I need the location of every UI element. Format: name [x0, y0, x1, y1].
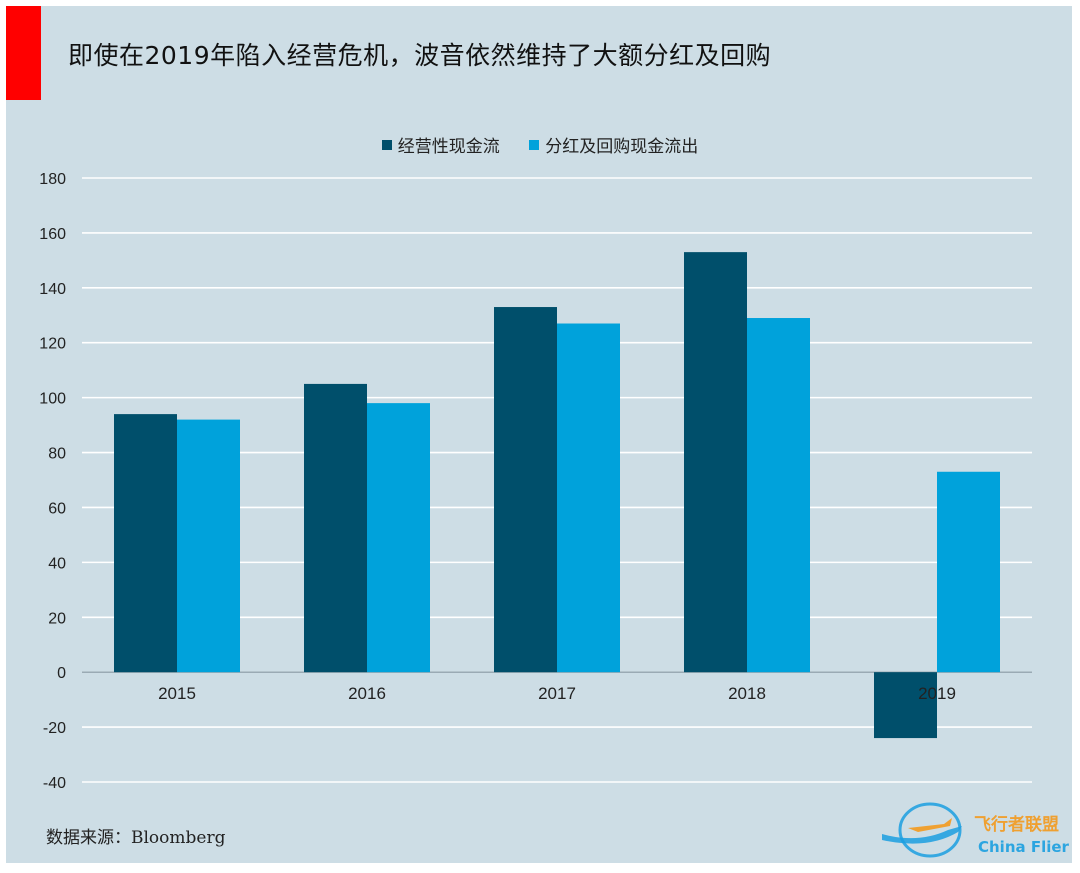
bar-1-2016: [304, 383, 367, 673]
accent-bar: [6, 6, 41, 100]
bar-2-2015: [177, 419, 240, 673]
y-tick-label: 180: [39, 171, 66, 188]
x-tick-label: 2018: [728, 684, 766, 703]
legend-item-series2: 分红及回购现金流出: [529, 132, 698, 157]
y-tick-label: 60: [48, 500, 66, 517]
watermark-text-en: China Flier: [978, 838, 1070, 856]
bar-1-2018: [684, 252, 747, 673]
y-tick-label: 0: [57, 665, 66, 682]
plane-icon: [882, 802, 962, 858]
y-tick-label: 160: [39, 226, 66, 243]
x-tick-label: 2015: [158, 684, 196, 703]
watermark-logo: 飞行者联盟 China Flier: [882, 802, 1070, 858]
y-tick-label: 100: [39, 391, 66, 408]
watermark-text-cn: 飞行者联盟: [974, 814, 1059, 835]
bar-2-2019: [937, 471, 1000, 673]
y-tick-label: -40: [43, 775, 66, 792]
legend: 经营性现金流 分红及回购现金流出: [0, 132, 1080, 157]
y-tick-label: 140: [39, 281, 66, 298]
chart-title: 即使在2019年陷入经营危机，波音依然维持了大额分红及回购: [68, 41, 772, 70]
source-note: 数据来源：Bloomberg: [46, 828, 226, 848]
legend-swatch-series1: [381, 140, 392, 150]
x-tick-label: 2019: [918, 684, 956, 703]
y-tick-label: 40: [48, 555, 66, 572]
y-tick-label: -20: [43, 720, 66, 737]
y-tick-label: 120: [39, 336, 66, 353]
legend-label-series2: 分红及回购现金流出: [545, 137, 699, 157]
bar-1-2017: [494, 307, 557, 673]
bar-1-2019: [874, 672, 937, 739]
legend-swatch-series2: [529, 140, 540, 150]
bar-1-2015: [114, 414, 177, 673]
bar-2-2017: [557, 323, 620, 673]
bar-2-2018: [747, 318, 810, 673]
y-tick-label: 20: [48, 610, 66, 627]
legend-label-series1: 经营性现金流: [397, 137, 500, 157]
bar-2-2016: [367, 403, 430, 673]
y-tick-label: 80: [48, 446, 66, 463]
x-tick-label: 2016: [348, 684, 386, 703]
legend-item-series1: 经营性现金流: [381, 132, 500, 157]
x-tick-label: 2017: [538, 684, 576, 703]
